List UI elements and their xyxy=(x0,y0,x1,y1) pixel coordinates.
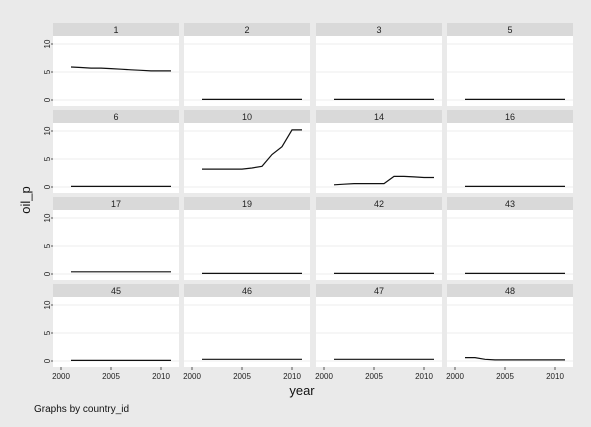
x-tick-label: 2010 xyxy=(415,372,433,381)
y-tick-label: 10 xyxy=(43,126,52,135)
panel-strip xyxy=(447,197,573,210)
panel-strip-label: 10 xyxy=(242,112,252,122)
y-tick-label: 10 xyxy=(43,39,52,48)
panel-strip-label: 5 xyxy=(507,25,512,35)
panel-strip-label: 43 xyxy=(505,199,515,209)
y-tick-label: 5 xyxy=(43,69,52,74)
panel-47: 47 2000 2005 2010 xyxy=(315,284,442,381)
graphs-by-note: Graphs by country_id xyxy=(34,404,129,415)
panel-48: 48 2000 2005 2010 xyxy=(446,284,573,381)
x-tick-label: 2010 xyxy=(152,372,170,381)
x-tick-label: 2005 xyxy=(365,372,383,381)
panel-strip-label: 45 xyxy=(111,286,121,296)
panel-plot-area xyxy=(184,36,310,106)
panel-plot-area xyxy=(316,210,442,280)
panel-plot-area xyxy=(447,123,573,193)
panel-plot-area xyxy=(316,123,442,193)
x-tick-label: 2000 xyxy=(52,372,70,381)
panel-strip-label: 16 xyxy=(505,112,515,122)
panel-6: 6 0 5 10 xyxy=(43,110,179,193)
panel-42: 42 xyxy=(316,197,442,280)
panel-strip-label: 48 xyxy=(505,286,515,296)
y-tick-label: 0 xyxy=(43,271,52,276)
panel-strip-label: 2 xyxy=(244,25,249,35)
y-tick-label: 0 xyxy=(43,184,52,189)
panel-3: 3 xyxy=(316,23,442,106)
panel-strip xyxy=(184,110,310,123)
panel-strip-label: 1 xyxy=(113,25,118,35)
y-tick-label: 10 xyxy=(43,213,52,222)
panel-strip xyxy=(184,197,310,210)
panel-strip-label: 17 xyxy=(111,199,121,209)
x-axis-title: year xyxy=(289,383,315,398)
y-tick-label: 5 xyxy=(43,156,52,161)
panel-16: 16 xyxy=(447,110,573,193)
x-tick-label: 2010 xyxy=(283,372,301,381)
panel-strip xyxy=(447,110,573,123)
x-tick-label: 2010 xyxy=(546,372,564,381)
y-tick-label: 0 xyxy=(43,358,52,363)
panel-strip xyxy=(53,110,179,123)
panel-strip-label: 6 xyxy=(113,112,118,122)
series-line xyxy=(333,175,434,186)
series-line xyxy=(465,357,565,361)
panel-19: 19 xyxy=(184,197,310,280)
panel-plot-area xyxy=(316,297,442,367)
x-tick-label: 2000 xyxy=(183,372,201,381)
x-tick-label: 2000 xyxy=(446,372,464,381)
panel-plot-area xyxy=(53,123,179,193)
panel-2: 2 xyxy=(184,23,310,106)
panel-strip-label: 19 xyxy=(242,199,252,209)
panel-plot-area xyxy=(316,36,442,106)
panel-43: 43 xyxy=(447,197,573,280)
series-line xyxy=(70,66,171,72)
panel-strip xyxy=(53,284,179,297)
panel-14: 14 xyxy=(316,110,442,193)
panel-strip-label: 3 xyxy=(376,25,381,35)
panel-strip-label: 47 xyxy=(374,286,384,296)
panel-plot-area xyxy=(184,123,310,193)
panel-plot-area xyxy=(447,297,573,367)
panel-strip xyxy=(316,284,442,297)
y-tick-label: 10 xyxy=(43,300,52,309)
x-tick-label: 2005 xyxy=(233,372,251,381)
panel-strip xyxy=(184,23,310,36)
panel-45: 45 0 5 10 2000 2005 2010 xyxy=(43,284,179,381)
panel-17: 17 0 5 10 xyxy=(43,197,179,280)
panel-strip-label: 42 xyxy=(374,199,384,209)
panel-strip xyxy=(53,23,179,36)
panel-5: 5 xyxy=(447,23,573,106)
y-tick-label: 0 xyxy=(43,97,52,102)
panel-strip xyxy=(316,110,442,123)
panel-plot-area xyxy=(447,36,573,106)
panel-strip xyxy=(53,197,179,210)
panel-strip xyxy=(447,284,573,297)
panel-plot-area xyxy=(184,210,310,280)
panel-strip xyxy=(316,197,442,210)
panel-strip xyxy=(447,23,573,36)
x-tick-label: 2005 xyxy=(496,372,514,381)
y-tick-label: 5 xyxy=(43,243,52,248)
x-tick-label: 2000 xyxy=(315,372,333,381)
panel-10: 10 xyxy=(184,110,310,193)
panel-plot-area xyxy=(53,210,179,280)
y-axis-title: oil_p xyxy=(18,186,33,213)
panel-plot-area xyxy=(447,210,573,280)
x-tick-label: 2005 xyxy=(102,372,120,381)
panel-strip-label: 14 xyxy=(374,112,384,122)
panel-46: 46 2000 2005 2010 xyxy=(183,284,310,381)
panel-plot-area xyxy=(53,297,179,367)
panel-plot-area xyxy=(184,297,310,367)
y-tick-label: 5 xyxy=(43,330,52,335)
panel-strip xyxy=(184,284,310,297)
panel-strip xyxy=(316,23,442,36)
series-line xyxy=(202,129,302,170)
panel-strip-label: 46 xyxy=(242,286,252,296)
